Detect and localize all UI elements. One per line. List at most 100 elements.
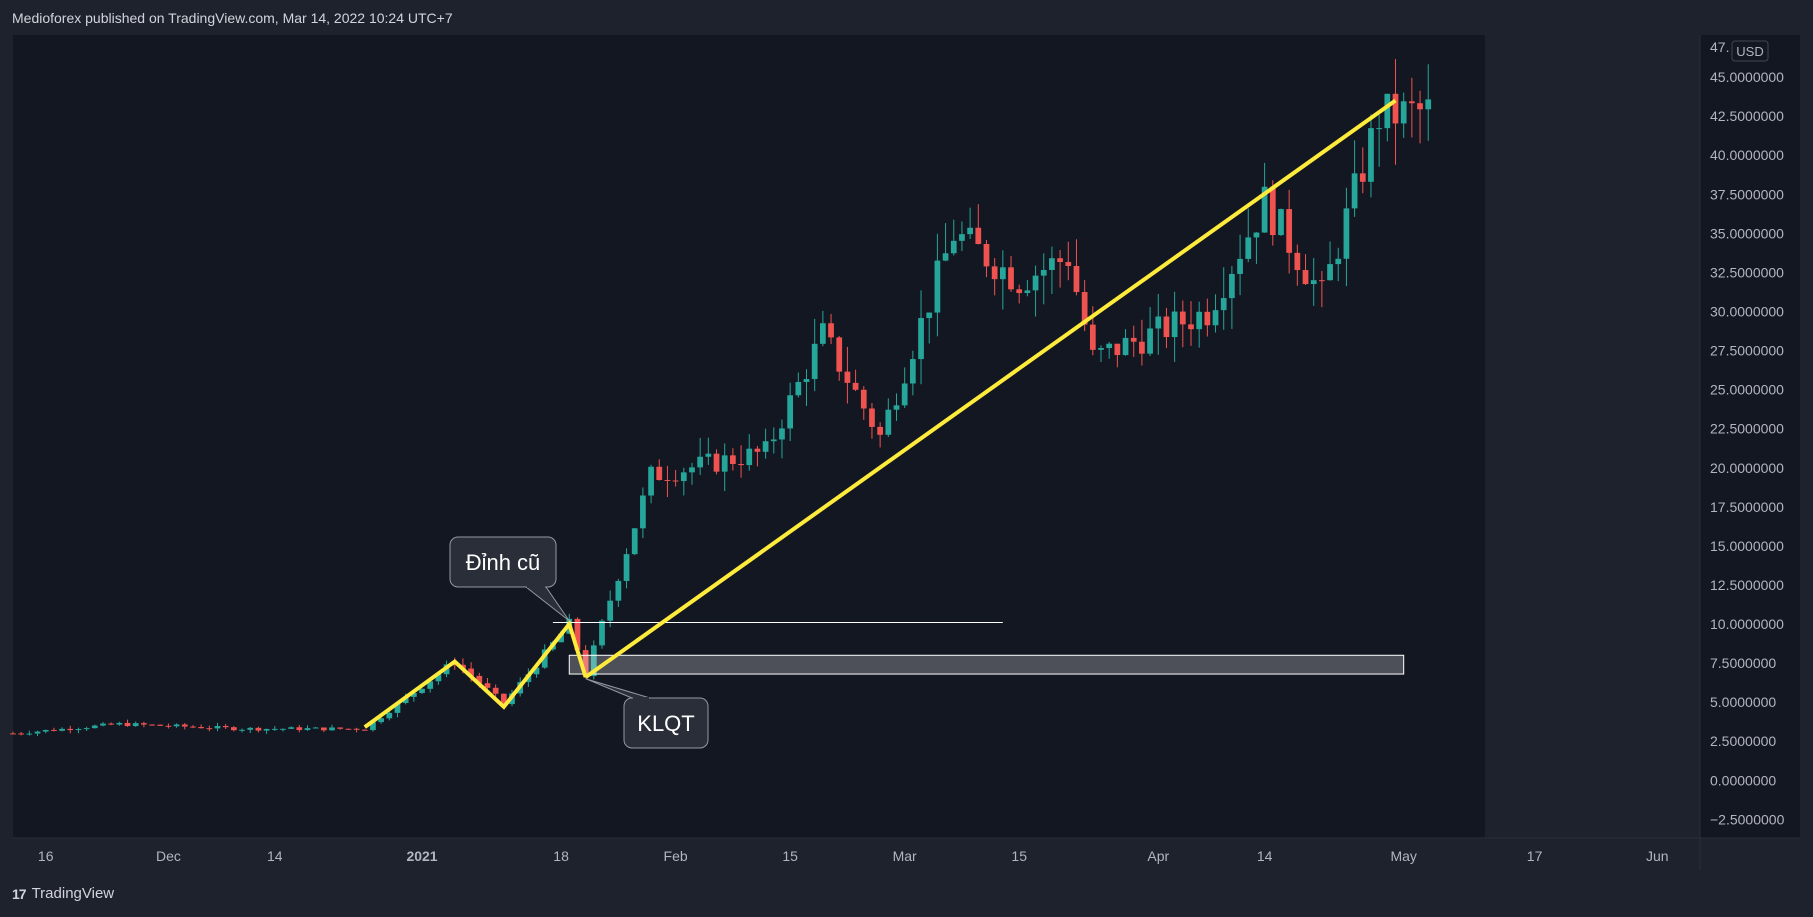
candle — [754, 445, 761, 467]
candle-body — [1400, 101, 1407, 124]
price-chart[interactable]: Đỉnh cũ KLQT 45.0000000 42.5000000 40.00000… — [0, 0, 1813, 880]
y-axis-panel[interactable] — [1700, 35, 1800, 838]
candle-body — [83, 728, 90, 730]
candle-body — [108, 723, 115, 725]
candle — [67, 725, 74, 734]
candle — [828, 313, 834, 345]
candle-body — [500, 693, 507, 705]
candle-body — [918, 318, 924, 360]
candle — [1204, 298, 1211, 337]
candle — [181, 722, 188, 730]
candle — [1409, 77, 1415, 138]
candle-body — [1065, 262, 1072, 267]
candle-body — [451, 664, 458, 666]
y-tick-label: 7.5000000 — [1710, 655, 1776, 671]
callout-old-high[interactable]: Đỉnh cũ — [449, 536, 570, 622]
candle-body — [1294, 252, 1301, 271]
candle-body — [214, 726, 221, 729]
candle — [811, 318, 818, 392]
candle-body — [811, 343, 818, 380]
candle — [738, 445, 744, 478]
candle — [1368, 114, 1374, 198]
candle — [59, 727, 65, 732]
candle-body — [721, 455, 728, 472]
candle-body — [975, 227, 982, 245]
candle-body — [1392, 93, 1399, 124]
candle — [648, 464, 654, 504]
x-tick-label: 14 — [1257, 848, 1273, 864]
candle-body — [1155, 316, 1162, 329]
candle — [1122, 329, 1129, 356]
tradingview-logo-icon: 17 — [12, 885, 27, 902]
candle-body — [697, 456, 704, 468]
candle-body — [18, 733, 25, 735]
candle — [149, 724, 155, 726]
candle-body — [1040, 269, 1047, 276]
candle-body — [91, 725, 98, 729]
candle — [190, 725, 196, 728]
candle — [1008, 256, 1014, 292]
y-tick-label: 17.5000000 — [1710, 499, 1784, 515]
candle — [705, 437, 712, 465]
candle — [304, 725, 311, 731]
candle-body — [844, 371, 851, 383]
candle — [108, 722, 115, 726]
candle-body — [967, 227, 973, 235]
candle-body — [1188, 324, 1194, 330]
y-tick-label: 40.0000000 — [1710, 147, 1784, 163]
candle-body — [75, 729, 82, 731]
candle-body — [394, 702, 401, 713]
candle-body — [1089, 324, 1096, 350]
candle-body — [615, 580, 622, 601]
candle — [116, 721, 123, 726]
candle — [1327, 241, 1333, 281]
candle — [942, 223, 949, 262]
brand-footer[interactable]: 17 TradingView — [12, 885, 114, 902]
candle-body — [533, 667, 540, 675]
candle — [1171, 291, 1178, 362]
candle-body — [746, 448, 753, 466]
candle-body — [1319, 280, 1325, 282]
candle-body — [672, 480, 679, 482]
candle-body — [991, 266, 998, 280]
candle-body — [689, 467, 695, 473]
x-tick-label: 14 — [267, 848, 283, 864]
candle — [42, 729, 49, 734]
candle-body — [730, 455, 736, 465]
candle — [623, 548, 630, 589]
x-tick-label: Jun — [1646, 848, 1669, 864]
callout-klqt[interactable]: KLQT — [585, 678, 709, 749]
candle — [1130, 325, 1137, 357]
y-tick-label: 15.0000000 — [1710, 538, 1784, 554]
candle — [934, 233, 941, 337]
candle-body — [1130, 337, 1137, 342]
candle — [803, 369, 810, 406]
candle-body — [869, 408, 875, 427]
candle-body — [1343, 208, 1350, 259]
candle — [909, 350, 916, 396]
candle — [231, 726, 237, 732]
y-tick-label: 27.5000000 — [1710, 343, 1784, 359]
candle-body — [558, 633, 564, 643]
candle-body — [132, 723, 139, 727]
candle-body — [664, 480, 671, 482]
candle-body — [1114, 343, 1121, 356]
candle-body — [361, 729, 368, 731]
candle-body — [860, 389, 867, 409]
y-tick-label: 30.0000000 — [1710, 303, 1784, 319]
candle — [1057, 249, 1063, 288]
candle — [345, 728, 352, 730]
candle — [885, 398, 892, 437]
candle-body — [1269, 186, 1276, 236]
y-axis: 45.0000000 42.5000000 40.0000000 37.5000000… — [1710, 39, 1785, 827]
klqt-zone[interactable] — [568, 654, 1405, 675]
candle-body — [435, 674, 442, 682]
candle — [1376, 115, 1383, 167]
trendline[interactable] — [584, 98, 1397, 679]
candle-body — [1204, 311, 1211, 326]
candle-body — [173, 724, 180, 727]
candle — [975, 204, 982, 245]
candle — [1245, 208, 1252, 263]
trendline[interactable] — [363, 619, 588, 729]
candle — [1016, 284, 1023, 304]
